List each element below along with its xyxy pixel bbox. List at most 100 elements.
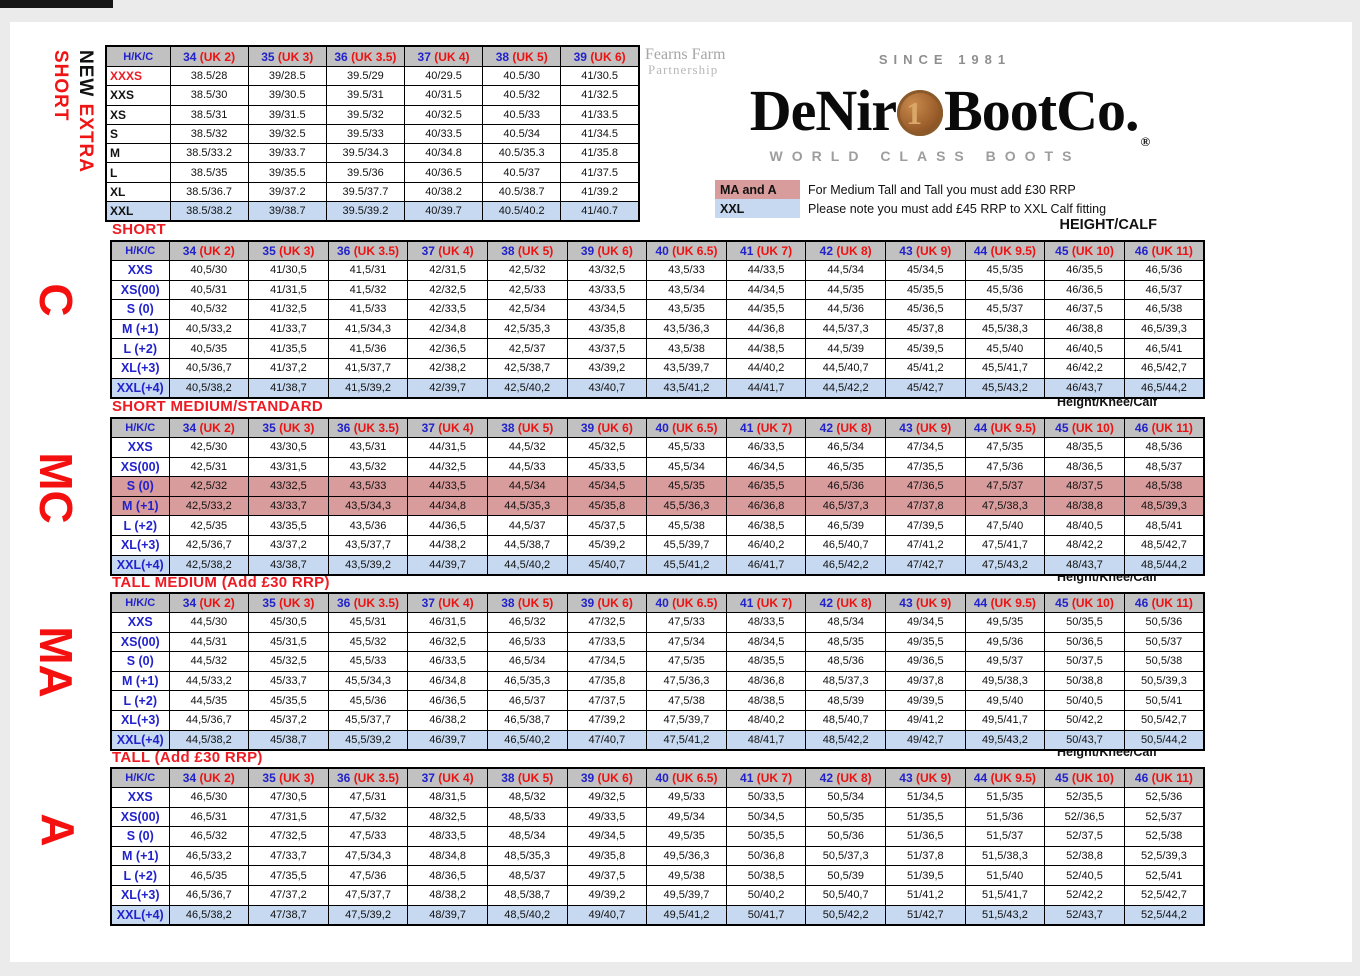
size-cell: 49,5/36,3 [646, 845, 727, 867]
row-label: XXL [105, 201, 171, 222]
size-cell: 44/35,5 [725, 299, 807, 320]
fearns-farm-line1: Fearns Farm [645, 46, 726, 63]
size-cell: 43,5/33 [646, 260, 727, 281]
row-label: XL(+3) [110, 709, 170, 731]
size-cell: 40,5/32 [168, 299, 250, 320]
size-cell: 46,5/38,7 [486, 709, 568, 731]
table-row: XXL(+4) 46,5/38,2 47/38,7 47,5/39,2 48/39,7 4… [110, 904, 1205, 926]
column-header-size-36: 36 (UK 3.5) [327, 592, 409, 613]
size-cell: 48/36,5 [407, 865, 488, 886]
column-header-size-34: 34 (UK 2) [168, 592, 250, 613]
size-cell: 52,5/41 [1123, 865, 1205, 886]
size-cell: 40,5/31 [168, 279, 250, 301]
size-cell: 40.5/38.7 [482, 181, 562, 203]
size-cell: 43/40,7 [566, 377, 648, 399]
size-cell: 49,5/38 [646, 865, 727, 886]
size-cell: 46,5/37 [486, 690, 568, 711]
size-cell: 50/40,2 [725, 884, 807, 906]
size-cell: 51/36,5 [884, 826, 966, 847]
size-cell: 49/36,5 [884, 651, 966, 672]
size-cell: 45,5/37,7 [327, 709, 409, 731]
row-label: XS(00) [110, 631, 170, 653]
column-header-size-45: 45 (UK 10) [1044, 592, 1125, 613]
table-row: M (+1) 44,5/33,2 45/33,7 45,5/34,3 46/34,8 46… [110, 670, 1205, 692]
size-cell: 46,5/34 [486, 651, 568, 672]
size-cell: 49/42,7 [884, 729, 966, 751]
size-cell: 49/41,2 [884, 709, 966, 731]
size-cell: 46/37,5 [1044, 299, 1125, 320]
size-cell: 47,5/37,7 [327, 884, 409, 906]
size-cell: 44,5/37 [486, 515, 568, 536]
size-cell: 48/36,5 [1044, 456, 1125, 478]
size-cell: 52/37,5 [1044, 826, 1125, 847]
size-cell: 50/37,5 [1044, 651, 1125, 672]
side-word-new: NEW [75, 50, 96, 98]
size-cell: 48/34,5 [725, 631, 807, 653]
table-row: S (0) 44,5/32 45/32,5 45,5/33 46/33,5 46,5/34… [110, 651, 1205, 672]
size-cell: 49/39,2 [566, 884, 648, 906]
size-cell: 42/33,5 [407, 299, 488, 320]
size-cell: 42,5/32 [168, 476, 250, 497]
column-header-size-37: 37 (UK 4) [407, 767, 488, 788]
table-corner-hkc: H/K/C [110, 240, 170, 261]
size-cell: 43/38,7 [248, 554, 329, 576]
note-text-ma-and-a: For Medium Tall and Tall you must add £3… [808, 182, 1076, 197]
size-cell: 41,5/37,7 [327, 357, 409, 379]
size-cell: 43/35,5 [248, 515, 329, 536]
side-word-extra: EXTRA [75, 103, 96, 174]
world-class-boots-tagline: WORLD CLASS BOOTS [769, 148, 1081, 164]
table-row: S (0) 42,5/32 43/32,5 43,5/33 44/33,5 44,5/34… [110, 476, 1205, 497]
size-cell: 38.5/31 [169, 104, 249, 125]
size-cell: 43,5/41,2 [646, 377, 727, 399]
size-cell: 44,5/35,3 [486, 495, 568, 517]
size-cell: 45/32,5 [248, 651, 329, 672]
size-cell: 45/38,7 [248, 729, 329, 751]
size-cell: 43/35,8 [566, 318, 648, 340]
size-cell: 52,5/42,7 [1123, 884, 1205, 906]
size-cell: 46,5/40,2 [486, 729, 568, 751]
column-header-size-45: 45 (UK 10) [1044, 417, 1125, 438]
size-cell: 46/40,5 [1044, 338, 1125, 359]
size-cell: 49,5/43,2 [964, 729, 1046, 751]
row-label: L (+2) [110, 515, 170, 536]
row-label: L (+2) [110, 338, 170, 359]
size-cell: 45,5/34,3 [327, 670, 409, 692]
column-header-size-43: 43 (UK 9) [884, 240, 966, 261]
size-cell: 42,5/33 [486, 279, 568, 301]
column-header-size-44: 44 (UK 9.5) [964, 417, 1046, 438]
table-row: XS(00) 44,5/31 45/31,5 45,5/32 46/32,5 46,5/3… [110, 631, 1205, 653]
size-cell: 45,5/41,2 [646, 554, 727, 576]
table-row: XL(+3) 44,5/36,7 45/37,2 45,5/37,7 46/38,2 46… [110, 709, 1205, 731]
row-label: XXXS [105, 65, 171, 87]
table-row: XXS 40,5/30 41/30,5 41,5/31 42/31,5 42,5/32 43… [110, 260, 1205, 281]
section-title-tall-medium: TALL MEDIUM (Add £30 RRP) [112, 574, 330, 591]
size-cell: 46,5/36 [1123, 260, 1205, 281]
size-cell: 44,5/35 [805, 279, 886, 301]
column-header-size-38: 38 (UK 5) [486, 767, 568, 788]
row-label: XXS [105, 85, 171, 106]
note-text-xxl: Please note you must add £45 RRP to XXL … [808, 201, 1107, 216]
size-cell: 46,5/39,3 [1123, 318, 1205, 340]
size-cell: 47/35,8 [566, 670, 648, 692]
size-cell: 51,5/35 [964, 787, 1046, 808]
size-cell: 41/34.5 [560, 123, 640, 145]
size-cell: 43/37,5 [566, 338, 648, 359]
table-row: L (+2) 44,5/35 45/35,5 45,5/36 46/36,5 46,5/3… [110, 690, 1205, 711]
tall-size-table: H/K/C 34 (UK 2) 35 (UK 3) 36 (UK 3.5) 37 (UK… [110, 767, 1205, 926]
size-cell: 48,5/34 [805, 612, 886, 633]
size-cell: 39/31.5 [247, 104, 327, 125]
size-cell: 50/33,5 [725, 787, 807, 808]
short-medium-size-table: H/K/C 34 (UK 2) 35 (UK 3) 36 (UK 3.5) 37 (UK… [110, 417, 1205, 576]
column-header-size-35: 35 (UK 3) [247, 45, 327, 67]
size-cell: 47/40,7 [566, 729, 648, 751]
column-header-size-42: 42 (UK 8) [805, 592, 886, 613]
size-cell: 43/39,2 [566, 357, 648, 379]
size-cell: 39/33.7 [247, 143, 327, 164]
row-label: S (0) [110, 826, 170, 847]
size-cell: 48/41,7 [725, 729, 807, 751]
size-cell: 41,5/33 [327, 299, 409, 320]
size-cell: 50/43,7 [1044, 729, 1125, 751]
size-cell: 43,5/36,3 [646, 318, 727, 340]
registered-mark: ® [1140, 134, 1151, 149]
size-cell: 46/39,7 [407, 729, 488, 751]
